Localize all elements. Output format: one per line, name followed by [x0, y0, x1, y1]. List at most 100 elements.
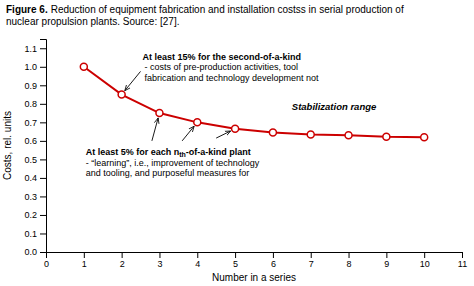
tick-mark	[462, 252, 463, 258]
tick-label: 1	[82, 259, 87, 269]
tick-label: 5	[233, 259, 238, 269]
plot-area	[80, 63, 427, 140]
tick: 0	[44, 252, 49, 269]
tick-label: 9	[384, 259, 389, 269]
point	[156, 110, 163, 117]
tick-mark	[40, 196, 46, 197]
tick: 11	[458, 252, 467, 269]
tick: 0.2	[24, 210, 46, 220]
tick-mark	[40, 252, 46, 253]
tick-label: 4	[195, 259, 200, 269]
tick: 0.1	[24, 229, 46, 239]
subtitle-line: Reduction of equipment fabrication and i…	[51, 4, 404, 15]
tick-mark	[40, 215, 46, 216]
tick: 0.5	[24, 155, 46, 165]
point	[383, 133, 390, 140]
point	[232, 125, 239, 132]
tick-label: 0.8	[24, 99, 37, 109]
tick-label: 0.3	[24, 192, 37, 202]
tick: 10	[420, 252, 430, 269]
annotation-arrow	[125, 71, 141, 90]
tick-label: 8	[347, 259, 352, 269]
annotation-line: fabrication and technology development n…	[144, 73, 319, 83]
tick: 1.0	[24, 62, 46, 72]
tick: 0.6	[24, 136, 46, 146]
tick-mark	[84, 252, 85, 258]
subtitle: Reduction of equipment fabrication and i…	[6, 4, 404, 27]
tick: 4	[195, 252, 200, 269]
title: Figure 6.	[6, 4, 48, 15]
tick-label: 0.9	[24, 81, 37, 91]
tick: 0.4	[24, 173, 46, 183]
tick-mark	[40, 233, 46, 234]
tick-label: 10	[420, 259, 430, 269]
annotation-arrow	[152, 118, 158, 141]
x-axis: 0 1 2 3 4 5 6 7 8 9 10 11	[44, 252, 467, 269]
tick: 6	[271, 252, 276, 269]
annotation: - “learning”, i.e., improvement of techn…	[86, 158, 260, 179]
tick-label: 0.2	[24, 210, 37, 220]
annotation-part: -of-a-kind plant	[186, 147, 251, 157]
tick: 8	[347, 252, 352, 269]
tick-mark	[311, 252, 312, 258]
tick-label: 0.0	[24, 247, 37, 257]
tick: 9	[384, 252, 389, 269]
point	[194, 119, 201, 126]
tick-label: 2	[120, 259, 125, 269]
tick: 0.3	[24, 192, 46, 202]
annotation-line: - costs of pre-production activities, to…	[144, 62, 298, 72]
tick-mark	[349, 252, 350, 258]
annotation: Stabilization range	[292, 101, 377, 112]
tick-label: 11	[458, 259, 467, 269]
tick-mark	[40, 178, 46, 179]
point	[421, 134, 428, 141]
axis-line	[40, 40, 47, 253]
tick-mark	[40, 85, 46, 86]
tick-mark	[273, 252, 274, 258]
point	[80, 63, 87, 70]
y-axis: 0.0 0.1 0.2 0.3 0.4 0.5 0.6 0.7 0.8 0.9 1.0 1.1	[24, 40, 46, 258]
tick-label: 0	[44, 259, 49, 269]
subtitle-line: nuclear propulsion plants. Source: [27].	[6, 16, 179, 27]
axis-line	[47, 253, 463, 259]
tick: 3	[157, 252, 162, 269]
tick-mark	[40, 48, 46, 49]
tick: 0.7	[24, 118, 46, 128]
annotation: - costs of pre-production activities, to…	[144, 62, 319, 83]
tick-mark	[40, 141, 46, 142]
point	[345, 132, 352, 139]
tick-label: 6	[271, 259, 276, 269]
annotation-line: and tooling, and purposeful measures for	[86, 168, 250, 178]
tick: 0.9	[24, 81, 46, 91]
tick: 0.0	[24, 247, 46, 257]
tick: 1	[82, 252, 87, 269]
tick-mark	[235, 252, 236, 258]
annotation-part: At least 5% for each n	[86, 147, 180, 157]
tick-label: 1.0	[24, 62, 37, 72]
tick-mark	[159, 252, 160, 258]
tick: 2	[120, 252, 125, 269]
annotation-line: - “learning”, i.e., improvement of techn…	[86, 158, 260, 168]
tick: 1.1	[24, 44, 46, 54]
tick-label: 0.4	[24, 173, 37, 183]
tick-label: 0.6	[24, 136, 37, 146]
series-line	[84, 67, 424, 137]
tick: 7	[309, 252, 314, 269]
annotation-arrow	[182, 126, 194, 141]
tick-mark	[197, 252, 198, 258]
tick-label: 0.5	[24, 155, 37, 165]
tick-mark	[424, 252, 425, 258]
annotations: At least 15% for the second-of-a-kind- c…	[86, 52, 377, 178]
tick-mark	[122, 252, 123, 258]
point	[118, 91, 125, 98]
x-axis-title: Number in a series	[212, 272, 296, 283]
tick: 5	[233, 252, 238, 269]
tick-label: 0.1	[24, 229, 37, 239]
annotation: At least 5% for each nth-of-a-kind plant	[86, 147, 251, 158]
tick-mark	[40, 159, 46, 160]
tick-mark	[386, 252, 387, 258]
tick-mark	[40, 104, 46, 105]
tick-label: 1.1	[24, 44, 37, 54]
annotation: At least 15% for the second-of-a-kind	[142, 52, 301, 62]
tick-mark	[40, 67, 46, 68]
